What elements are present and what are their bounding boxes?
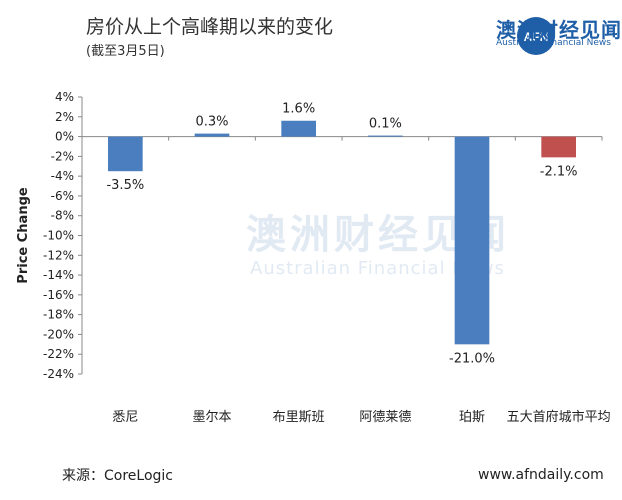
y-tick-label: -18%	[43, 308, 74, 322]
data-label: 1.6%	[282, 102, 315, 117]
watermark-brand-en: Australian Financial News	[250, 258, 505, 279]
data-label: 0.3%	[195, 115, 228, 130]
bar-3	[368, 135, 403, 137]
y-tick-label: 0%	[55, 130, 74, 144]
y-tick-label: -20%	[43, 327, 74, 341]
y-tick-label: -4%	[51, 169, 74, 183]
category-label: 阿德莱德	[359, 410, 411, 425]
category-label: 墨尔本	[192, 410, 231, 425]
bar-1	[194, 133, 230, 137]
chart-bars	[108, 120, 576, 345]
y-tick-label: 2%	[55, 110, 74, 124]
afn-logo-icon: AFN	[517, 17, 555, 55]
y-tick-label: -6%	[51, 189, 74, 203]
logo-mark-text: AFN	[524, 30, 549, 44]
bar-0	[108, 136, 143, 172]
y-tick-label: -10%	[43, 229, 74, 243]
y-tick-label: -24%	[43, 367, 74, 381]
source-note: 来源：CoreLogic	[62, 468, 173, 484]
y-tick-label: 4%	[55, 90, 74, 104]
y-tick-label: -12%	[43, 248, 74, 262]
y-axis-label: Price Change	[16, 187, 31, 284]
bar-2	[281, 120, 316, 137]
chart-title: 房价从上个高峰期以来的变化	[86, 16, 334, 38]
brand-name-en: Australian Financial News	[496, 38, 611, 48]
data-label: 0.1%	[369, 117, 402, 132]
y-tick-label: -22%	[43, 347, 74, 361]
chart-axes: 4% 2% 0% -2% -4% -6% -8% -10% -12% -14% -16% -18% -2…	[16, 90, 603, 381]
y-tick-label: -16%	[43, 288, 74, 302]
chart-labels: -3.5% 悉尼 0.3% 墨尔本 1.6% 布里斯班 0.1% 阿德莱德 -21.0% 珀斯 -2…	[106, 102, 610, 425]
data-label: -21.0%	[449, 351, 495, 366]
category-label: 布里斯班	[273, 410, 325, 425]
website-url: www.afndaily.com	[478, 467, 604, 483]
data-label: -2.1%	[540, 164, 578, 179]
bar-5	[541, 136, 576, 158]
y-tick-label: -8%	[51, 209, 74, 223]
category-label: 珀斯	[459, 410, 485, 425]
category-label: 五大首府城市平均	[507, 409, 611, 425]
chart-subtitle: (截至3月5日)	[86, 44, 165, 59]
category-label: 悉尼	[112, 410, 138, 425]
y-tick-label: -14%	[43, 268, 74, 282]
y-tick-label: -2%	[51, 149, 74, 163]
bar-4	[454, 136, 490, 345]
brand-name-cn: 澳洲财经见闻	[496, 18, 622, 42]
data-label: -3.5%	[106, 178, 144, 193]
